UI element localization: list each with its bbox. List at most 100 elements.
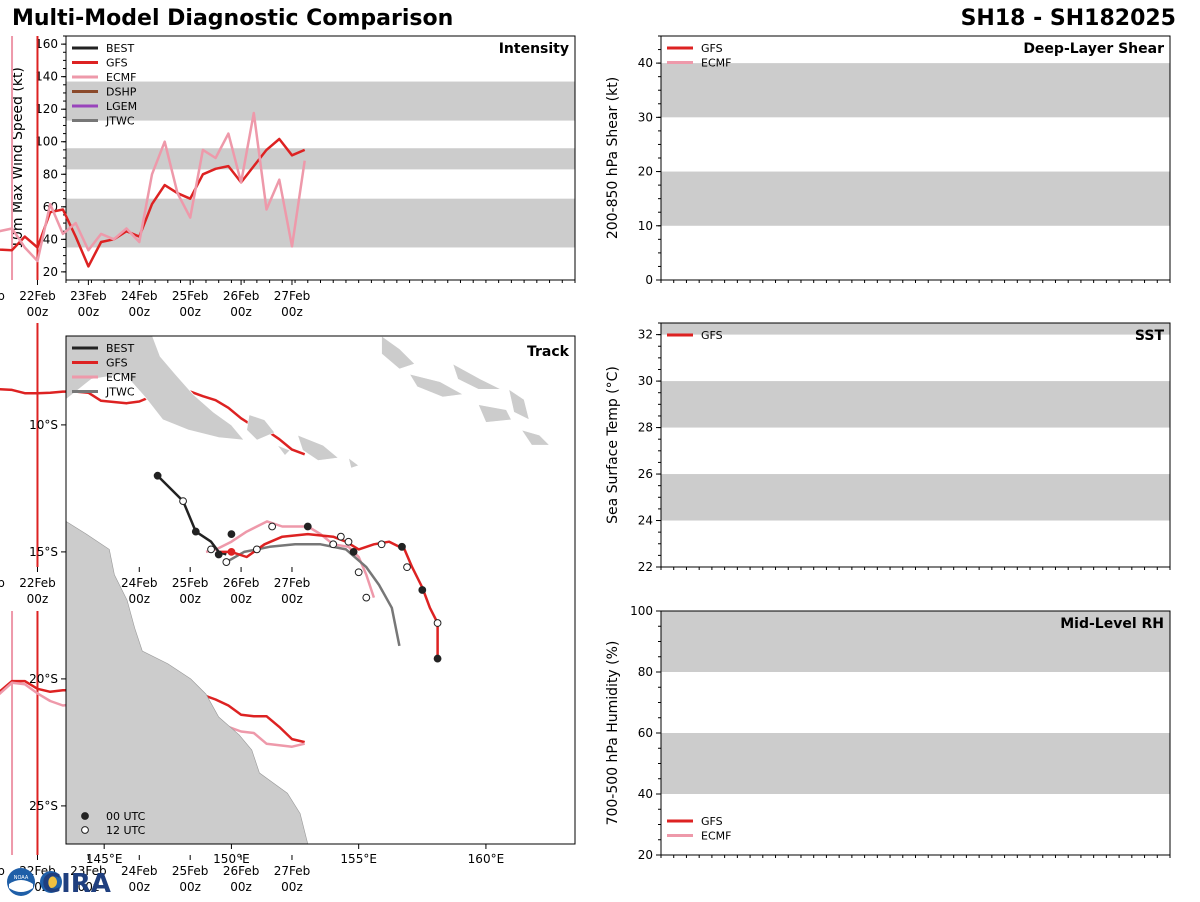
legend-marker-12utc [81, 826, 89, 834]
x-tick-day: 25Feb [172, 864, 209, 878]
y-tick-label: 40 [43, 232, 58, 246]
land-island [246, 414, 276, 441]
shaded-band [66, 81, 575, 121]
y-tick-label: 120 [35, 102, 58, 116]
shaded-band [661, 474, 1170, 521]
land-island [477, 404, 512, 423]
track-point-jtwc [349, 548, 358, 556]
x-tick-day: 25Feb [172, 289, 209, 303]
y-axis-label: 200-850 hPa Shear (kt) [605, 77, 621, 239]
x-tick-hour: 00z [128, 305, 150, 319]
panel-intensity: 2040608010012014016018Feb00z19Feb00z20Fe… [10, 35, 576, 283]
x-tick-day: 24Feb [121, 289, 158, 303]
x-tick-hour: 00z [230, 305, 252, 319]
legend-label-gfs: GFS [701, 329, 723, 342]
track-point-best [214, 550, 223, 559]
x-tick-hour: 00z [27, 592, 49, 606]
y-axis-label: 700-500 hPa Humidity (%) [605, 641, 621, 826]
x-tick-hour: 00z [27, 305, 49, 319]
land-island [348, 457, 360, 469]
x-tick-day: 23Feb [70, 289, 107, 303]
x-tick-day: 26Feb [223, 864, 260, 878]
x-tick-day: 24Feb [121, 864, 158, 878]
shaded-band [661, 611, 1170, 672]
cira-logo-text: CIRA [42, 869, 111, 898]
y-tick-label: 24 [638, 514, 653, 528]
track-point-jtwc [252, 545, 261, 554]
x-tick-hour: 00z [78, 305, 100, 319]
y-tick-label: 30 [638, 374, 653, 388]
track-point-jtwc [377, 540, 386, 549]
y-tick-label: 32 [638, 328, 653, 342]
y-tick-label: 22 [638, 560, 653, 574]
y-tick-label: 80 [43, 167, 58, 181]
y-tick-label: 60 [638, 726, 653, 740]
legend-label-gfs: GFS [106, 357, 128, 370]
legend-label-best: BEST [106, 342, 134, 355]
x-tick-hour: 00z [128, 592, 150, 606]
map-frame [65, 335, 576, 845]
legend-label-dshp: DSHP [106, 86, 137, 99]
map-y-tick-label: 15°S [29, 545, 58, 559]
map-y-tick-label: 10°S [29, 418, 58, 432]
shaded-band [661, 171, 1170, 226]
x-tick-hour: 00z [281, 880, 303, 894]
shaded-band [661, 323, 1170, 335]
y-tick-label: 100 [630, 604, 653, 618]
plot-frame [660, 322, 1171, 568]
track-point-ecmf [268, 522, 277, 531]
x-tick-day: 23Feb [70, 864, 107, 878]
track-point-ecmf [344, 537, 353, 546]
y-tick-label: 0 [645, 273, 653, 287]
panel-track: 145°E 150°E 155°E 160°E 10°S 15°S 20°S 25°S Trac… [29, 335, 576, 866]
y-tick-label: 28 [638, 421, 653, 435]
x-tick-day: 21Feb [0, 576, 5, 590]
land-island [381, 336, 416, 370]
x-tick-hour: 00z [179, 305, 201, 319]
track-point-jtwc [336, 532, 345, 541]
x-tick-day: 27Feb [274, 576, 311, 590]
y-tick-label: 140 [35, 70, 58, 84]
x-tick-hour: 00z [230, 880, 252, 894]
land-papua-new-guinea [66, 336, 246, 441]
x-tick-day: 22Feb [19, 289, 56, 303]
x-tick-hour: 00z [281, 305, 303, 319]
track-point-gfs [403, 563, 411, 572]
track-point-jtwc [329, 540, 338, 549]
y-tick-label: 100 [35, 135, 58, 149]
track-point-ecmf [227, 530, 236, 539]
y-axis-label: 10m Max Wind Speed (kt) [10, 67, 26, 249]
track-point-best [153, 471, 162, 480]
panel-title: Intensity [499, 41, 569, 57]
panel-rh: 2040608010018Feb00z19Feb00z20Feb00z21Feb… [0, 604, 1171, 894]
shaded-band [661, 63, 1170, 118]
legend-label-gfs: GFS [701, 42, 723, 55]
land-island [408, 373, 464, 398]
y-tick-label: 20 [638, 165, 653, 179]
track-point-jtwc [222, 558, 231, 566]
x-tick-day: 21Feb [0, 864, 5, 878]
map-x-tick-label: 150°E [213, 852, 250, 866]
land-island [452, 363, 502, 390]
x-tick-hour: 00z [179, 880, 201, 894]
land-island [508, 388, 530, 421]
panel-title: Mid-Level RH [1060, 616, 1164, 632]
track-point-ecmf [354, 568, 363, 577]
legend-label-jtwc: JTWC [105, 115, 135, 128]
land-australia [66, 521, 309, 844]
x-tick-day: 27Feb [274, 864, 311, 878]
panel-sst: 22242628303218Feb00z19Feb00z20Feb00z21Fe… [0, 322, 1171, 606]
legend-marker-label: 00 UTC [106, 810, 146, 823]
track-point-gfs [433, 619, 442, 627]
land-island [276, 444, 291, 456]
x-tick-hour: 00z [78, 880, 100, 894]
panel-title: Deep-Layer Shear [1023, 41, 1164, 57]
x-tick-day: 22Feb [19, 576, 56, 590]
legend-label-jtwc: JTWC [105, 386, 135, 399]
panel-title: SST [1135, 328, 1165, 344]
legend-label-lgem: LGEM [106, 100, 137, 113]
track-point-best [191, 527, 200, 536]
map-y-tick-label: 25°S [29, 799, 58, 813]
x-tick-hour: 00z [128, 880, 150, 894]
